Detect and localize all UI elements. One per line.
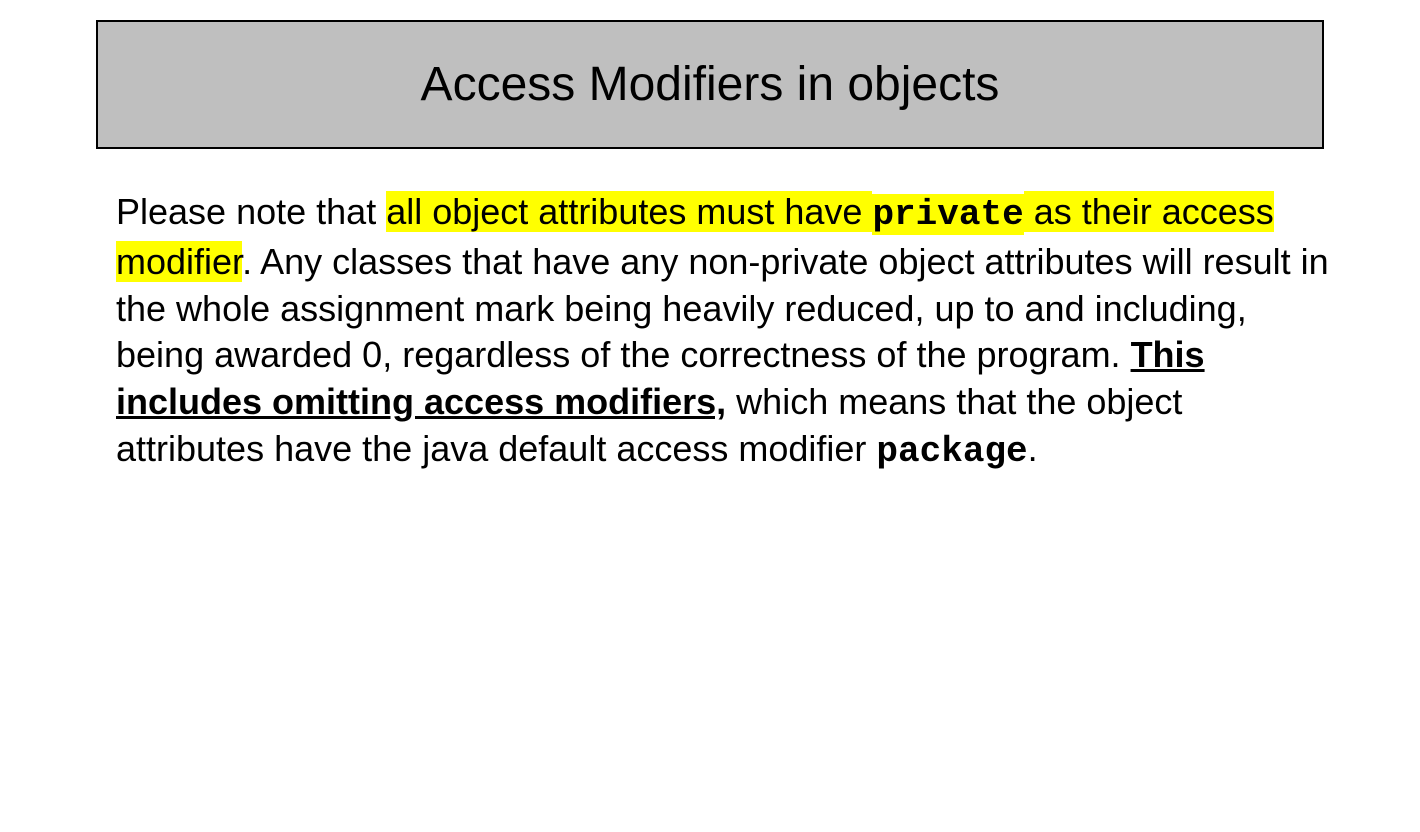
title-box: Access Modifiers in objects (96, 20, 1324, 149)
body-segment-package: package (876, 431, 1027, 472)
body-segment-highlight-private: private (872, 194, 1023, 235)
body-segment-period: . (1028, 428, 1038, 469)
title-text: Access Modifiers in objects (118, 57, 1302, 112)
body-segment-highlight-1: all object attributes must have (386, 191, 872, 232)
body-segment-intro: Please note that (116, 191, 386, 232)
body-paragraph: Please note that all object attributes m… (60, 189, 1360, 476)
